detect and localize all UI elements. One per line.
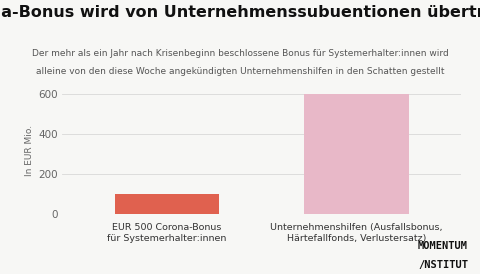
Text: /NSTITUT: /NSTITUT [418,260,468,270]
Bar [304,94,408,214]
Text: Der mehr als ein Jahr nach Krisenbeginn beschlossene Bonus für Systemerhalter:in: Der mehr als ein Jahr nach Krisenbeginn … [32,49,448,58]
Bar [115,194,219,214]
Y-axis label: In EUR Mio.: In EUR Mio. [25,125,35,176]
Text: alleine von den diese Woche angekündigten Unternehmenshilfen in den Schatten ges: alleine von den diese Woche angekündigte… [36,67,444,76]
Text: MOMENTUM: MOMENTUM [418,241,468,251]
Text: Corona-Bonus wird von Unternehmenssubuentionen übertroffen: Corona-Bonus wird von Unternehmenssubuen… [0,5,480,21]
